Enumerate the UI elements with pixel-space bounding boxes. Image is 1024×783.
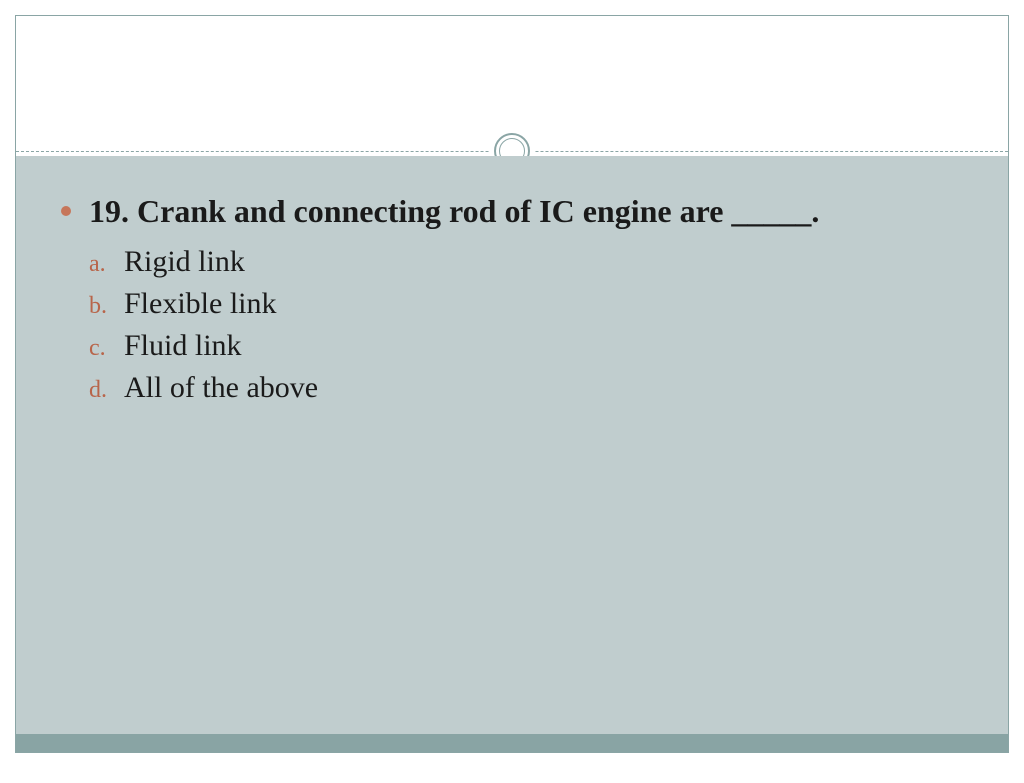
content-area: 19. Crank and connecting rod of IC engin… bbox=[16, 156, 1008, 734]
option-row: a. Rigid link bbox=[61, 245, 963, 279]
bottom-bar bbox=[16, 734, 1008, 752]
option-text: Rigid link bbox=[124, 245, 245, 279]
option-text: All of the above bbox=[124, 371, 318, 405]
bullet-icon bbox=[61, 206, 71, 216]
option-row: d. All of the above bbox=[61, 371, 963, 405]
option-text: Fluid link bbox=[124, 329, 242, 363]
option-text: Flexible link bbox=[124, 287, 277, 321]
question-row: 19. Crank and connecting rod of IC engin… bbox=[61, 191, 963, 233]
slide-frame: 19. Crank and connecting rod of IC engin… bbox=[15, 15, 1009, 753]
question-text: 19. Crank and connecting rod of IC engin… bbox=[89, 191, 819, 233]
option-marker: d. bbox=[89, 377, 124, 404]
option-marker: c. bbox=[89, 335, 124, 362]
option-marker: a. bbox=[89, 251, 124, 278]
option-marker: b. bbox=[89, 293, 124, 320]
option-row: c. Fluid link bbox=[61, 329, 963, 363]
option-row: b. Flexible link bbox=[61, 287, 963, 321]
